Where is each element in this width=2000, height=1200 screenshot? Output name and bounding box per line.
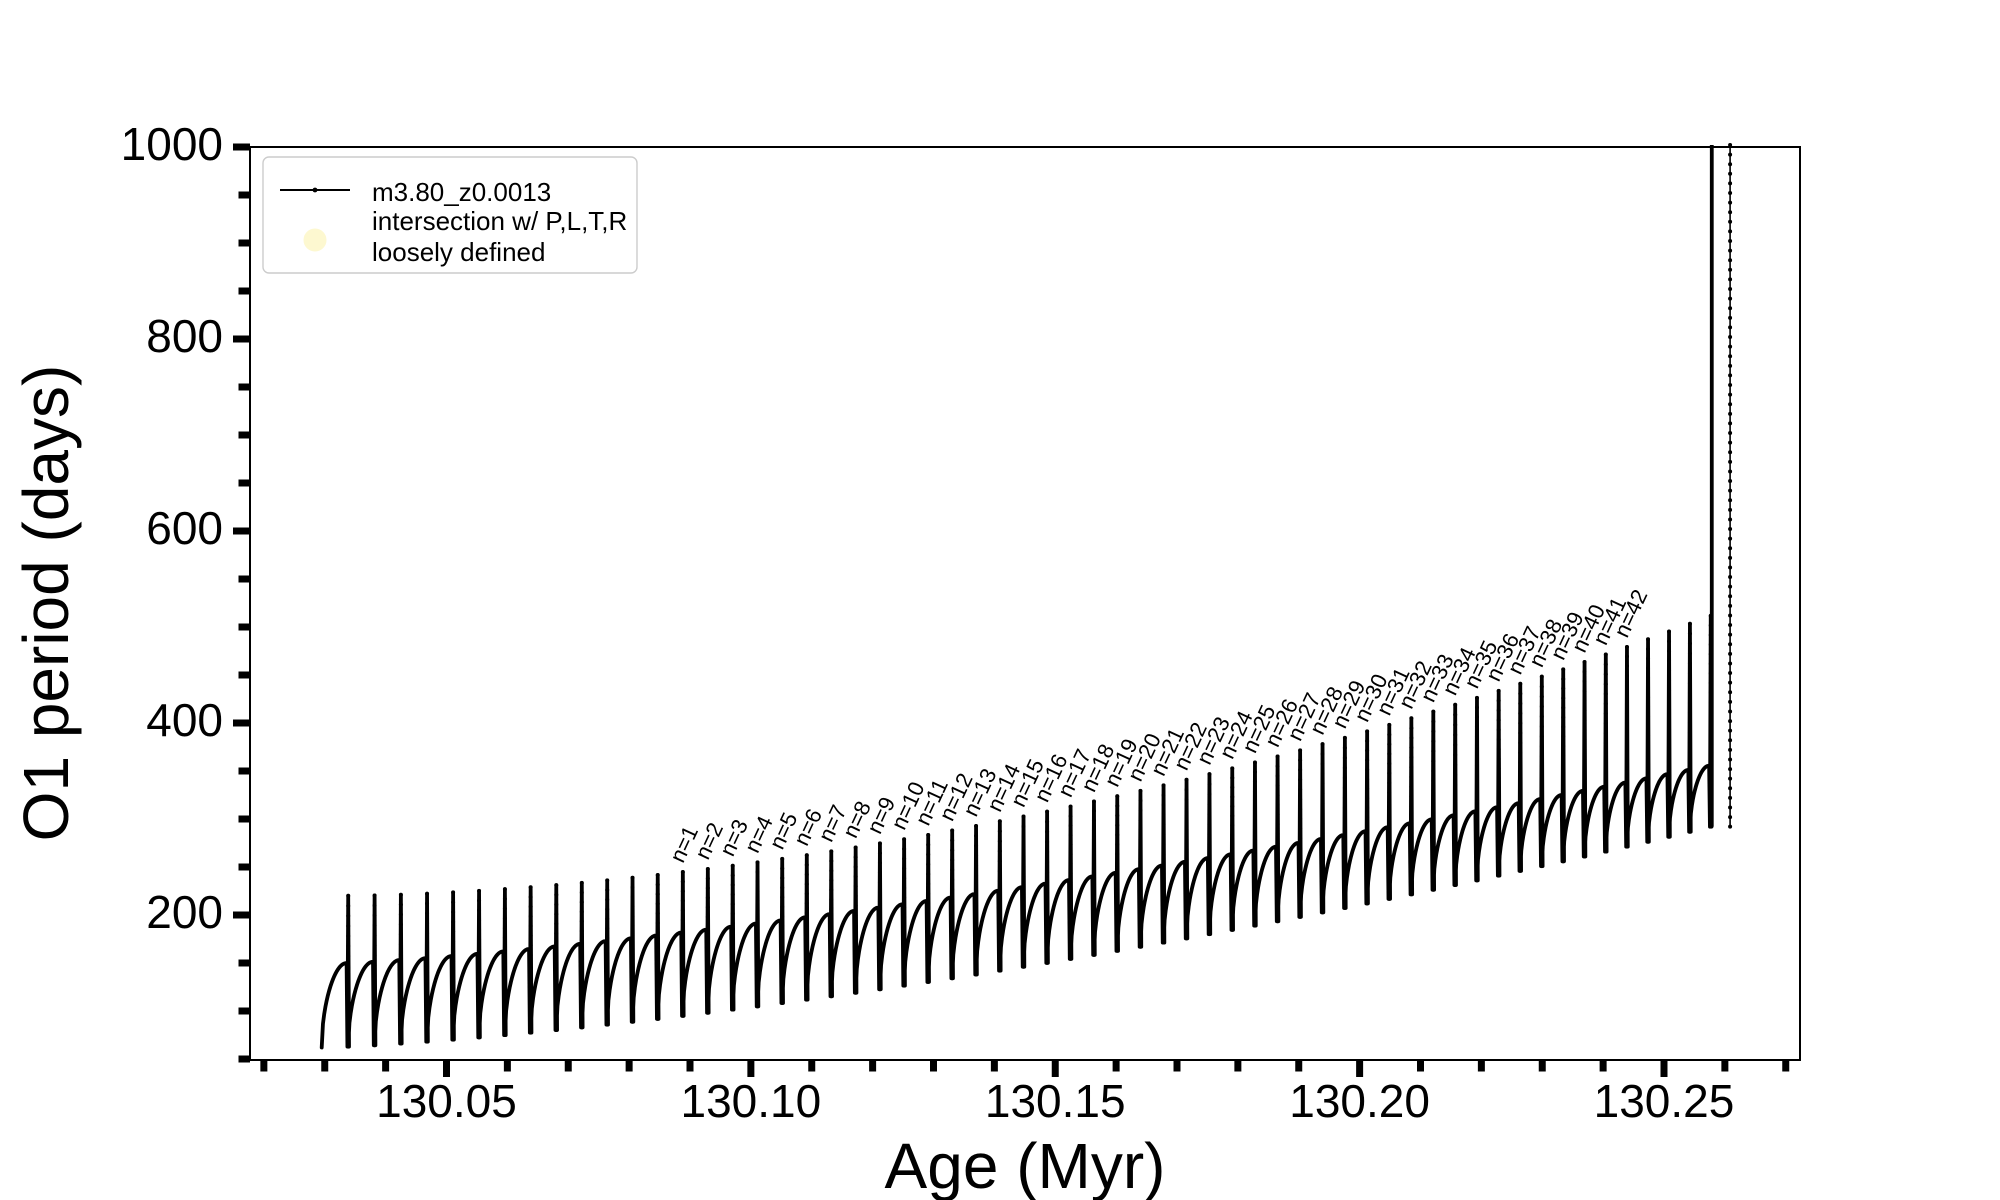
svg-text:600: 600 <box>146 502 223 554</box>
svg-text:loosely defined: loosely defined <box>372 237 545 267</box>
svg-text:130.10: 130.10 <box>681 1075 822 1127</box>
svg-text:400: 400 <box>146 694 223 746</box>
svg-text:130.05: 130.05 <box>376 1075 517 1127</box>
svg-text:130.25: 130.25 <box>1594 1075 1735 1127</box>
svg-text:130.20: 130.20 <box>1289 1075 1430 1127</box>
svg-text:800: 800 <box>146 310 223 362</box>
svg-text:m3.80_z0.0013: m3.80_z0.0013 <box>372 177 551 207</box>
svg-text:130.15: 130.15 <box>985 1075 1126 1127</box>
svg-text:Age (Myr): Age (Myr) <box>885 1130 1166 1200</box>
svg-text:200: 200 <box>146 886 223 938</box>
svg-text:O1 period (days): O1 period (days) <box>10 365 82 842</box>
svg-text:intersection w/ P,L,T,R: intersection w/ P,L,T,R <box>372 206 627 236</box>
svg-text:1000: 1000 <box>121 118 223 170</box>
